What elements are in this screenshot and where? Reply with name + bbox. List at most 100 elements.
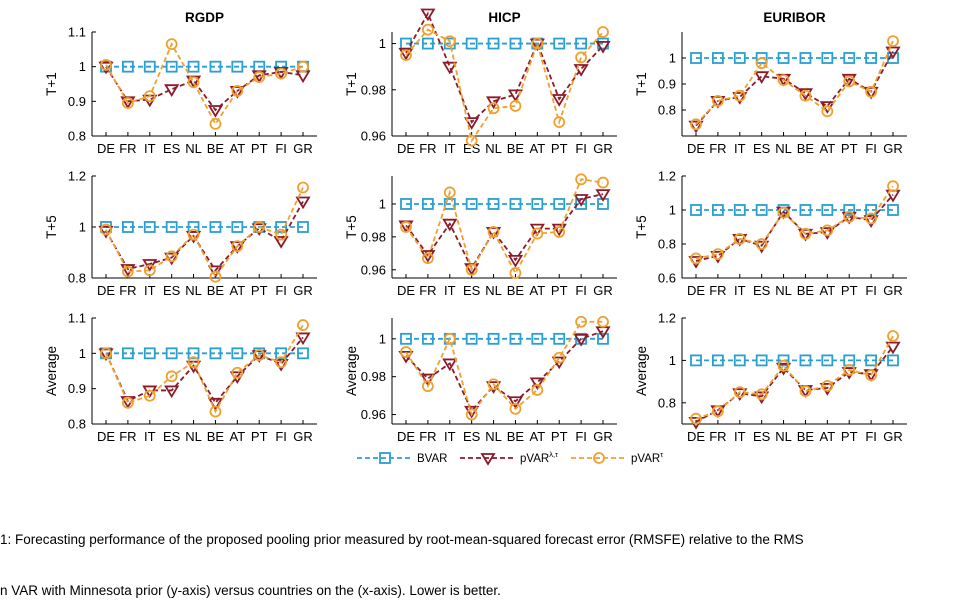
data-point — [710, 250, 726, 264]
data-point — [733, 354, 746, 367]
series-3 — [690, 330, 899, 425]
legend-label: BVAR — [417, 453, 447, 465]
y-axis-label: Average — [44, 346, 59, 396]
data-point — [143, 90, 156, 103]
data-point — [297, 319, 309, 331]
data-point — [165, 221, 178, 233]
panel-1: 0.8 0.9 1 1.1 DE FR IT ES NL BE AT PT FI GR RGDP T+1 — [44, 10, 317, 156]
series-line — [105, 324, 304, 414]
panel-2: 0.96 0.98 1 DE FR IT ES NL BE AT PT FI GR HICP T+1 — [344, 8, 617, 156]
data-point — [711, 248, 724, 261]
x-tick-label: DE — [97, 429, 115, 444]
x-tick-label: NL — [775, 141, 792, 156]
y-tick-label: 1 — [379, 331, 386, 346]
x-tick-label: IT — [444, 429, 456, 444]
y-tick-label: 1.2 — [658, 169, 676, 184]
data-point — [841, 73, 857, 87]
data-point — [690, 412, 702, 425]
x-tick-label: AT — [230, 429, 246, 444]
data-point — [465, 37, 478, 50]
data-point — [885, 341, 901, 355]
data-point — [485, 227, 502, 240]
data-point — [143, 221, 156, 233]
data-point — [209, 117, 222, 130]
series-3 — [400, 173, 609, 279]
data-point — [777, 206, 790, 219]
data-point — [487, 37, 500, 50]
y-tick-label: 0.9 — [68, 94, 86, 109]
x-tick-label: ES — [463, 429, 481, 444]
data-point — [690, 354, 702, 367]
data-point — [509, 332, 522, 345]
data-point — [507, 396, 524, 410]
legend-label: pVARτ — [631, 450, 663, 465]
data-point — [443, 35, 456, 48]
x-tick-label: ES — [753, 283, 771, 298]
panel-8: 0.96 0.98 1 DE FR IT ES NL BE AT PT FI GR Average — [344, 315, 617, 444]
data-point — [799, 204, 812, 216]
legend-item-1: BVAR — [357, 452, 447, 465]
series-line — [105, 201, 304, 272]
data-point — [531, 384, 544, 396]
data-point — [575, 37, 588, 50]
x-tick-label: AT — [230, 141, 246, 156]
series-1 — [690, 204, 899, 216]
y-axis-label: T+1 — [634, 72, 649, 96]
data-point — [887, 35, 899, 47]
x-tick-label: AT — [530, 429, 546, 444]
legend-marker — [480, 453, 496, 466]
y-tick-label: 0.6 — [658, 271, 676, 286]
data-point — [231, 347, 244, 360]
x-tick-label: GR — [883, 429, 903, 444]
panel-7: 0.8 0.9 1 1.1 DE FR IT ES NL BE AT PT FI GR Average — [44, 311, 317, 444]
y-tick-label: 0.8 — [68, 129, 86, 144]
data-point — [464, 405, 480, 419]
data-point — [487, 378, 500, 391]
data-point — [295, 196, 311, 210]
data-point — [733, 204, 746, 216]
data-point — [143, 347, 156, 360]
x-tick-label: DE — [687, 429, 705, 444]
data-point — [207, 105, 224, 118]
series-2 — [98, 332, 311, 411]
data-point — [821, 224, 834, 237]
x-tick-label: PT — [841, 141, 858, 156]
data-point — [187, 228, 200, 241]
x-tick-label: NL — [485, 283, 502, 298]
x-tick-label: FR — [119, 429, 136, 444]
data-point — [799, 354, 812, 367]
data-point — [100, 59, 112, 71]
x-tick-label: BE — [507, 141, 525, 156]
data-point — [531, 37, 544, 50]
legend-label: pVARλ,τ — [520, 450, 558, 465]
data-point — [690, 204, 702, 216]
series-line — [695, 335, 894, 420]
series-line — [405, 28, 604, 143]
series-3 — [100, 38, 309, 130]
x-tick-label: IT — [734, 429, 746, 444]
x-tick-label: ES — [163, 283, 181, 298]
data-point — [209, 347, 222, 360]
y-tick-label: 0.8 — [68, 417, 86, 432]
data-point — [485, 96, 502, 110]
data-point — [863, 86, 879, 100]
data-point — [400, 221, 412, 233]
x-tick-label: AT — [230, 283, 246, 298]
y-tick-label: 0.98 — [361, 369, 386, 384]
x-tick-label: DE — [687, 141, 705, 156]
data-point — [575, 173, 588, 186]
x-tick-label: IT — [144, 141, 156, 156]
data-point — [231, 240, 244, 253]
series-line — [695, 40, 894, 125]
data-point — [231, 221, 244, 233]
legend-label-superscript: λ,τ — [549, 450, 558, 459]
data-point — [821, 204, 834, 216]
panel-9: 0.8 1 1.2 DE FR IT ES NL BE AT PT FI GR Average — [634, 311, 907, 444]
data-point — [777, 354, 790, 367]
data-point — [275, 228, 288, 241]
data-point — [865, 212, 878, 225]
y-tick-label: 1 — [79, 346, 86, 361]
x-tick-label: PT — [251, 141, 268, 156]
data-point — [509, 402, 522, 415]
y-tick-label: 1 — [669, 51, 676, 66]
